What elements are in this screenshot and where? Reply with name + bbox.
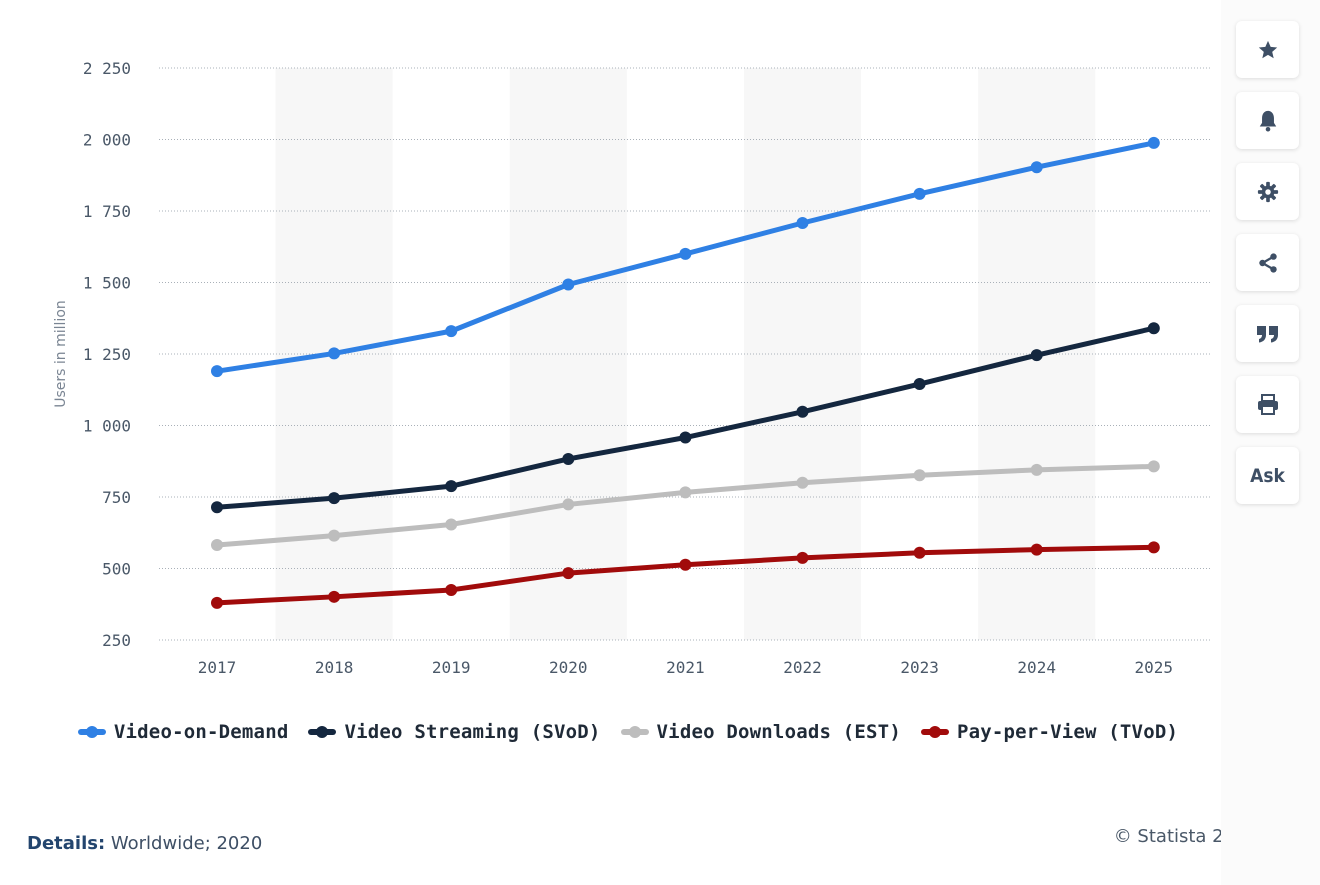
x-tick-label: 2024	[1017, 658, 1056, 677]
y-tick-label: 500	[102, 560, 131, 579]
x-tick-label: 2017	[198, 658, 237, 677]
data-point[interactable]	[328, 529, 341, 542]
category-band	[743, 68, 862, 640]
share-button[interactable]	[1236, 234, 1299, 291]
y-tick-label: 1 000	[83, 417, 131, 436]
legend-item-video-downloads[interactable]: Video Downloads (EST)	[620, 721, 901, 743]
legend-marker	[620, 725, 649, 739]
quote-icon	[1256, 324, 1280, 344]
data-point[interactable]	[328, 347, 341, 360]
y-tick-label: 250	[102, 631, 131, 650]
legend-label: Pay-per-View (TVoD)	[956, 721, 1179, 743]
x-tick-label: 2025	[1135, 658, 1174, 677]
ask-label: Ask	[1250, 464, 1285, 487]
cite-button[interactable]	[1236, 305, 1299, 362]
legend: Video-on-Demand Video Streaming (SVoD) V…	[0, 721, 1256, 743]
data-point[interactable]	[913, 546, 926, 559]
notification-button[interactable]	[1236, 92, 1299, 149]
x-tick-label: 2018	[315, 658, 354, 677]
x-tick-label: 2021	[666, 658, 705, 677]
x-tick-label: 2019	[432, 658, 471, 677]
data-point[interactable]	[211, 501, 223, 514]
data-point[interactable]	[913, 378, 926, 391]
data-point[interactable]	[1030, 463, 1043, 476]
data-point[interactable]	[1147, 460, 1160, 473]
gear-icon	[1257, 181, 1279, 203]
data-point[interactable]	[445, 480, 458, 493]
x-tick-label: 2022	[783, 658, 822, 677]
print-icon	[1256, 393, 1280, 416]
y-tick-label: 1 250	[83, 345, 131, 364]
data-point[interactable]	[1147, 322, 1160, 335]
data-point[interactable]	[796, 551, 809, 564]
data-point[interactable]	[796, 476, 809, 489]
star-icon	[1257, 39, 1279, 61]
print-button[interactable]	[1236, 376, 1299, 433]
data-point[interactable]	[328, 492, 341, 505]
legend-marker	[308, 725, 337, 739]
legend-label: Video Streaming (SVoD)	[344, 721, 601, 743]
data-point[interactable]	[328, 590, 341, 603]
category-band	[509, 68, 627, 640]
x-tick-label: 2020	[549, 658, 588, 677]
data-point[interactable]	[796, 217, 809, 230]
share-icon	[1257, 252, 1279, 274]
y-tick-label: 2 000	[83, 131, 131, 150]
details: Details: Worldwide; 2020	[27, 833, 262, 854]
data-point[interactable]	[679, 558, 692, 571]
data-point[interactable]	[1030, 161, 1043, 174]
data-point[interactable]	[1147, 136, 1160, 149]
legend-item-pay-per-view[interactable]: Pay-per-View (TVoD)	[920, 721, 1179, 743]
data-point[interactable]	[562, 498, 575, 511]
data-point[interactable]	[562, 567, 575, 580]
y-tick-label: 1 750	[83, 202, 131, 221]
x-tick-label: 2023	[900, 658, 939, 677]
ask-button[interactable]: Ask	[1236, 447, 1299, 504]
data-point[interactable]	[1030, 349, 1043, 362]
y-tick-label: 2 250	[83, 59, 131, 78]
legend-marker	[77, 725, 106, 739]
y-axis-ticks: 250 500 750 1 000 1 250 1 500 1 750 2 000 2 250	[83, 59, 131, 650]
data-point[interactable]	[679, 247, 692, 260]
data-point[interactable]	[562, 278, 575, 291]
y-axis-label: Users in million	[53, 300, 69, 408]
legend-marker	[920, 725, 949, 739]
details-label: Details:	[27, 833, 106, 854]
data-point[interactable]	[913, 469, 926, 482]
series-lines	[211, 136, 1160, 609]
data-point[interactable]	[211, 596, 223, 609]
y-tick-label: 1 500	[83, 274, 131, 293]
details-text: Worldwide; 2020	[110, 833, 263, 854]
settings-button[interactable]	[1236, 163, 1299, 220]
data-point[interactable]	[211, 365, 223, 378]
favorite-button[interactable]	[1236, 21, 1299, 78]
y-tick-label: 750	[102, 488, 131, 507]
data-point[interactable]	[796, 405, 809, 418]
bell-icon	[1257, 109, 1279, 133]
legend-item-video-streaming[interactable]: Video Streaming (SVoD)	[308, 721, 600, 743]
legend-label: Video Downloads (EST)	[656, 721, 901, 743]
data-point[interactable]	[679, 431, 692, 444]
data-point[interactable]	[562, 452, 575, 465]
data-point[interactable]	[445, 518, 458, 531]
legend-item-video-on-demand[interactable]: Video-on-Demand	[77, 721, 289, 743]
data-point[interactable]	[913, 187, 926, 200]
data-point[interactable]	[1147, 541, 1160, 554]
x-axis-ticks: 2017 2018 2019 2020 2021 2022 2023 2024 2025	[198, 658, 1173, 677]
data-point[interactable]	[445, 583, 458, 596]
data-point[interactable]	[211, 539, 223, 552]
data-point[interactable]	[445, 325, 458, 338]
data-point[interactable]	[679, 486, 692, 499]
legend-label: Video-on-Demand	[113, 721, 289, 743]
data-point[interactable]	[1030, 543, 1043, 556]
